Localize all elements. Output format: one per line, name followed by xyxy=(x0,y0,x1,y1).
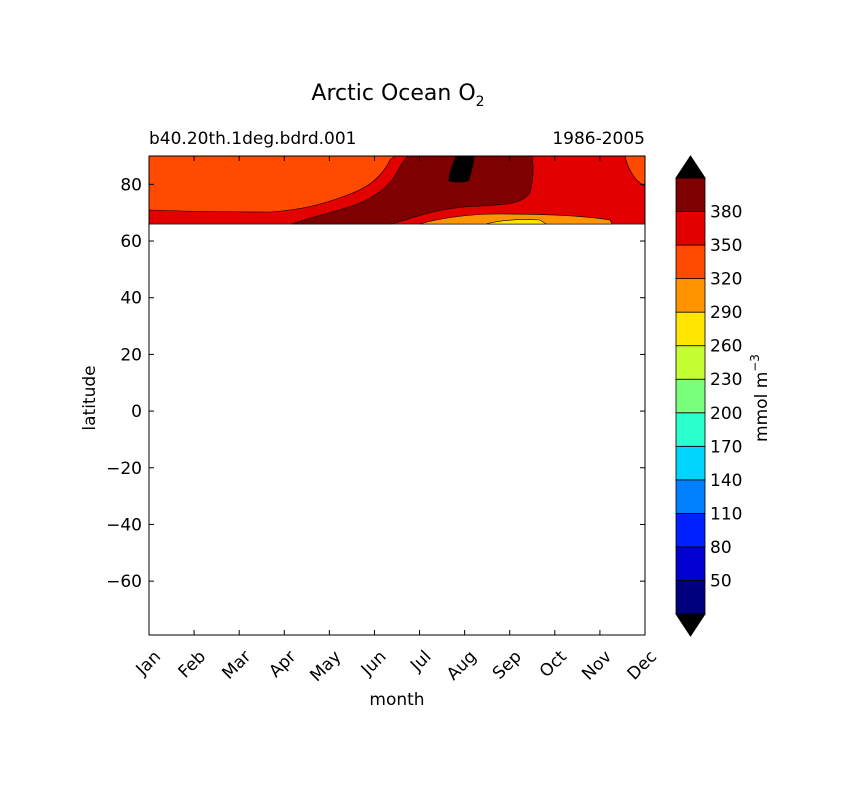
colorbar-segment xyxy=(675,244,706,280)
colorbar-tick-label: 350 xyxy=(710,236,742,256)
colorbar-tick-label: 50 xyxy=(710,571,732,591)
colorbar-tick-label: 200 xyxy=(710,404,742,424)
y-axis: 80 60 40 20 0 −20 −40 −60 xyxy=(106,175,645,592)
colorbar-segment xyxy=(675,177,706,212)
x-tick-label: Dec xyxy=(624,647,661,684)
colorbar-label: mmol m−3 xyxy=(748,354,772,442)
x-tick-label: Nov xyxy=(578,647,616,685)
y-tick-label: 40 xyxy=(120,289,142,309)
y-tick-label: −40 xyxy=(106,515,142,535)
colorbar-segment xyxy=(675,311,706,347)
subtitle-left: b40.20th.1deg.bdrd.001 xyxy=(149,129,356,149)
colorbar-under-triangle xyxy=(675,613,706,637)
colorbar-over-triangle xyxy=(675,155,706,179)
colorbar-tick-label: 290 xyxy=(710,303,742,323)
subtitle-right: 1986-2005 xyxy=(552,129,645,149)
colorbar-tick-label: 140 xyxy=(710,471,742,491)
colorbar-tick-label: 260 xyxy=(710,337,742,357)
plot-background xyxy=(149,156,645,635)
colorbar-tick-label: 80 xyxy=(710,538,732,558)
colorbar-segment xyxy=(675,445,706,481)
x-tick-label: Apr xyxy=(265,647,300,682)
colorbar-tick-label: 320 xyxy=(710,270,742,290)
region-level-380-410 xyxy=(291,155,534,225)
y-tick-label: −20 xyxy=(106,459,142,479)
x-tick-label: Jul xyxy=(406,647,435,676)
region-level-above-410 xyxy=(448,155,475,183)
contour-fill xyxy=(148,155,646,225)
y-tick-label: 60 xyxy=(120,232,142,252)
x-tick-label: Jun xyxy=(357,647,391,681)
plot-frame xyxy=(148,155,646,636)
colorbar-segment xyxy=(675,345,706,380)
x-tick-label: Oct xyxy=(536,647,571,682)
colorbar-tick-label: 110 xyxy=(710,504,742,524)
y-tick-label: 0 xyxy=(131,402,142,422)
region-level-290-320 xyxy=(419,213,613,225)
x-axis-label: month xyxy=(369,690,424,710)
y-tick-label: 20 xyxy=(120,345,142,365)
colorbar-tick-label: 170 xyxy=(710,437,742,457)
colorbar-segment xyxy=(675,211,706,246)
x-tick-label: Aug xyxy=(443,647,481,685)
colorbar-segment xyxy=(675,512,706,548)
colorbar-segment xyxy=(675,479,706,514)
colorbar-segment xyxy=(675,546,706,581)
chart-title: Arctic Ocean O2 xyxy=(311,81,484,110)
y-tick-label: −60 xyxy=(106,572,142,592)
region-level-260-290 xyxy=(485,219,547,225)
x-tick-label: Mar xyxy=(218,647,255,684)
colorbar-tick-label: 230 xyxy=(710,370,742,390)
colorbar-segment xyxy=(675,412,706,447)
colorbar-segment xyxy=(675,580,706,615)
colorbar-segment xyxy=(675,378,706,414)
colorbar-segment xyxy=(675,278,706,313)
colorbar: 50 80 110 140 170 200 230 260 290 320 350 380 xyxy=(675,155,742,637)
x-tick-label: May xyxy=(306,647,345,686)
x-tick-label: Sep xyxy=(489,647,526,684)
colorbar-tick-label: 380 xyxy=(710,203,742,223)
y-tick-label: 80 xyxy=(120,175,142,195)
y-axis-label: latitude xyxy=(80,365,100,430)
x-tick-label: Jan xyxy=(132,647,165,680)
x-tick-label: Feb xyxy=(175,647,210,682)
